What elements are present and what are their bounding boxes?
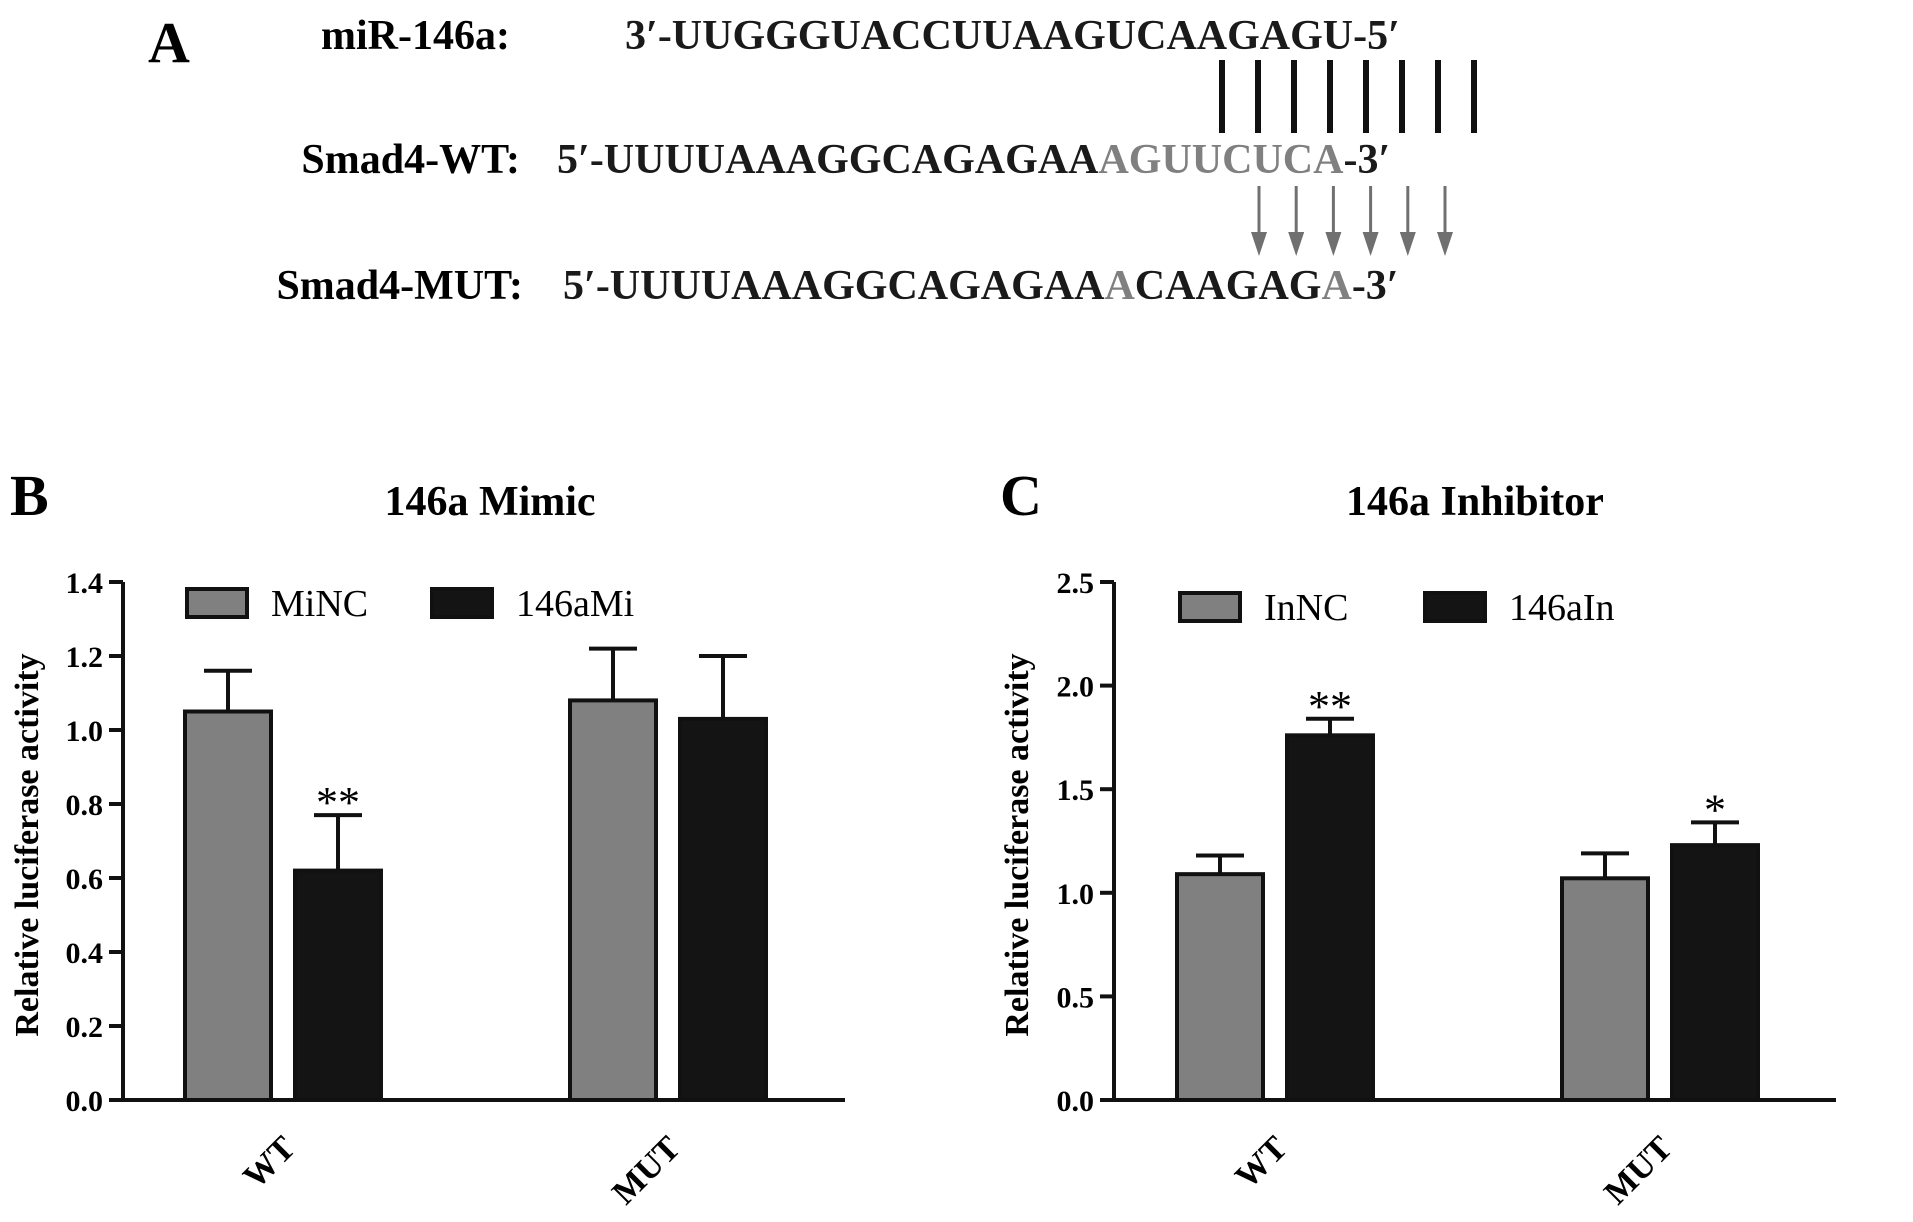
x-tick-label: MUT [1597,1129,1679,1211]
bar-minc-wt [183,709,273,1102]
legend-swatch [1178,591,1242,623]
legend-label: MiNC [271,583,368,625]
y-tick-label: 1.2 [66,641,104,674]
panel-a-label: A [148,10,190,75]
bar-146ain-mut [1670,843,1760,1102]
chart-c: C 146a Inhibitor Relative luciferase act… [999,463,1836,1212]
y-tick-label: 1.0 [66,715,104,748]
y-tick-label: 2.5 [1057,567,1095,600]
chart-c-y-axis-label: Relative luciferase activity [999,653,1036,1036]
bar-minc-mut [568,698,658,1103]
sequence-segment: -3′ [1343,137,1390,183]
mutation-arrows [1251,186,1453,256]
sequence-segment: AGUUCUCA [1098,137,1344,183]
sequence-segment: 3′-UUGGGUACCUUAAGUCAAGAGU-5′ [625,13,1400,59]
panel-c-label: C [1000,463,1042,528]
smad4-mut-sequence: 5′-UUUUAAAGGCAGAGAAACAAGAGA-3′ [563,263,1399,309]
significance-marker: * [1704,785,1726,834]
mutation-arrow [1437,186,1453,256]
x-tick-label: WT [1228,1129,1294,1195]
x-tick-label: MUT [605,1129,687,1211]
legend-swatch [1423,591,1487,623]
mir146a-sequence: 3′-UUGGGUACCUUAAGUCAAGAGU-5′ [625,13,1400,59]
sequence-segment: A [1104,263,1135,309]
y-tick-label: 0.2 [66,1011,104,1044]
y-tick-label: 0.6 [66,863,104,896]
significance-marker: ** [1308,682,1352,731]
legend-swatch [430,587,494,619]
chart-c-title: 146a Inhibitor [1346,479,1604,525]
y-tick-label: 0.0 [1057,1085,1095,1118]
bar-146ami-wt [293,868,383,1102]
smad4-wt-label: Smad4-WT: [301,137,520,183]
y-tick-label: 1.0 [1057,878,1095,911]
y-tick-label: 1.4 [66,567,104,600]
legend-label: 146aIn [1509,587,1615,629]
mutation-arrow [1362,186,1379,256]
mutation-arrow [1325,186,1342,256]
mir146a-label: miR-146a: [321,13,510,59]
significance-marker: ** [316,778,360,827]
chart-b: B 146a Mimic Relative luciferase activit… [9,463,845,1212]
bar-146ami-mut [678,716,768,1103]
y-tick-label: 1.5 [1057,774,1095,807]
mutation-arrow [1399,186,1416,256]
smad4-wt-sequence: 5′-UUUUAAAGGCAGAGAAAGUUCUCA-3′ [557,137,1390,183]
sequence-segment: 5′-UUUUAAAGGCAGAGAA [557,137,1099,183]
y-tick-label: 0.0 [66,1085,104,1118]
chart-b-y-axis-label: Relative luciferase activity [9,653,46,1036]
sequence-segment: -3′ [1352,263,1399,309]
y-tick-label: 0.4 [66,937,104,970]
bar-innc-mut [1560,876,1650,1103]
legend-swatch [185,587,249,619]
bar-innc-wt [1175,872,1265,1102]
mutation-arrow [1288,186,1305,256]
y-tick-label: 0.5 [1057,981,1095,1014]
panel-a: A miR-146a: 3′-UUGGGUACCUUAAGUCAAGAGU-5′… [148,10,1477,309]
bar-146ain-wt [1285,733,1375,1102]
sequence-segment: A [1321,263,1352,309]
legend-label: 146aMi [516,583,634,625]
panel-b-label: B [10,463,49,528]
y-tick-label: 0.8 [66,789,104,822]
chart-b-title: 146a Mimic [384,479,595,525]
base-pairing-lines [1219,60,1477,133]
y-tick-label: 2.0 [1057,671,1095,704]
x-tick-label: WT [236,1129,302,1195]
mutation-arrow [1251,186,1267,256]
sequence-segment: CAAGAG [1135,263,1322,309]
sequence-segment: 5′-UUUUAAAGGCAGAGAA [563,263,1105,309]
smad4-mut-label: Smad4-MUT: [276,263,523,309]
legend-label: InNC [1264,587,1348,629]
